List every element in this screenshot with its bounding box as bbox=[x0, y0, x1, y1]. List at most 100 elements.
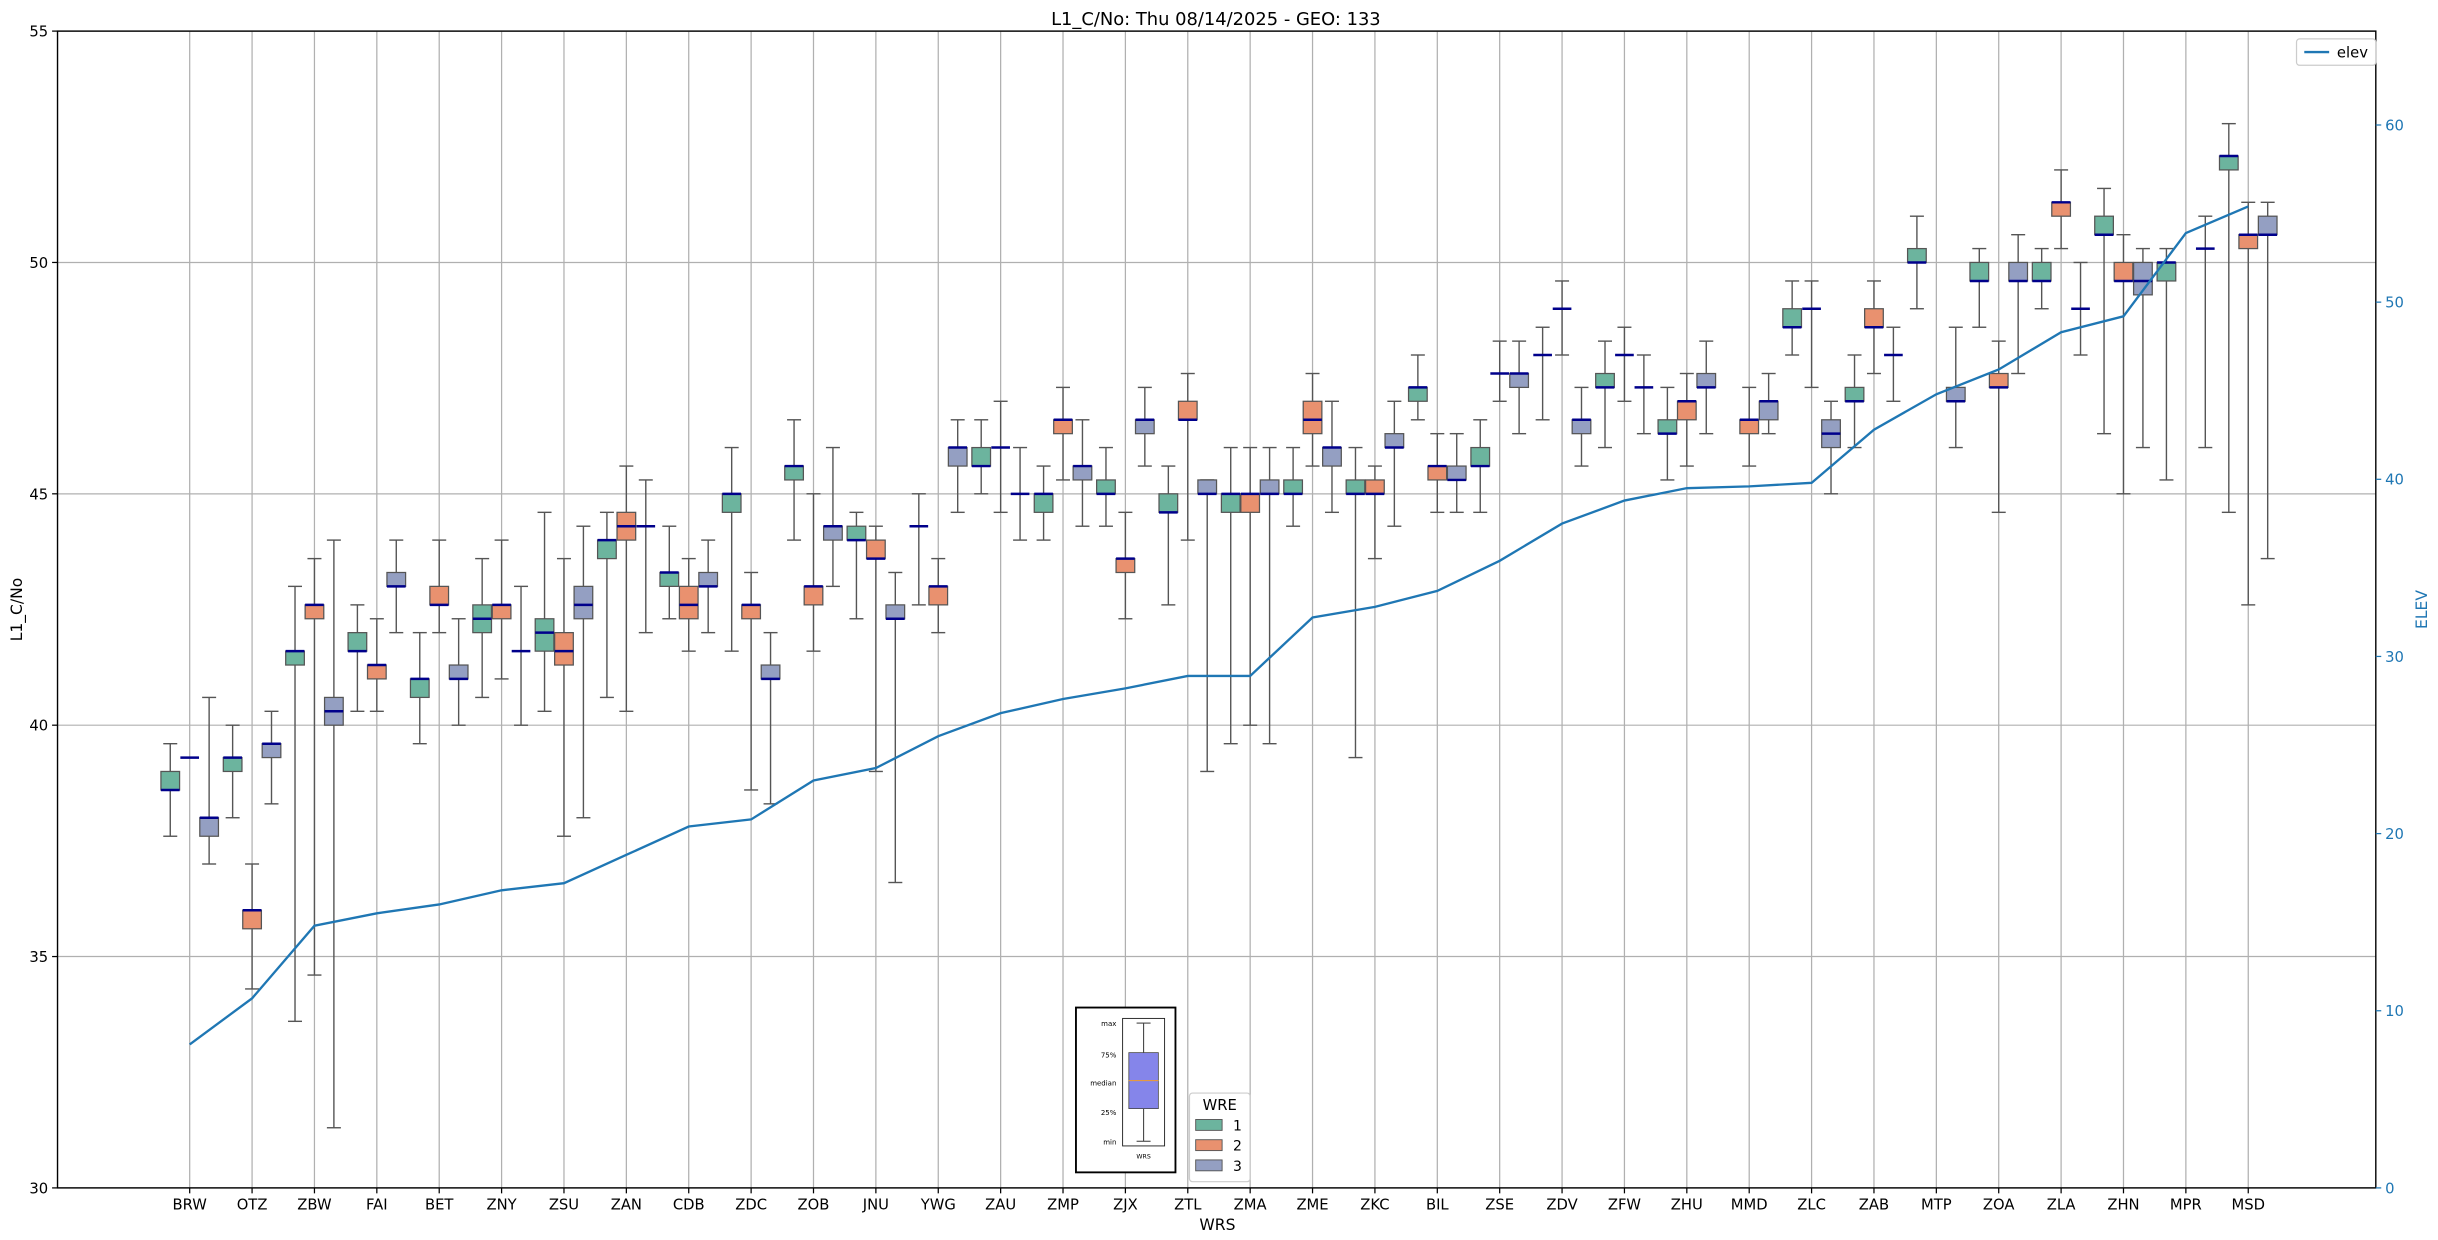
wre-legend-label-3: 3 bbox=[1233, 1159, 1242, 1175]
elev-legend: elev bbox=[2295, 38, 2377, 66]
box-ZOA-wre2 bbox=[1988, 340, 2009, 514]
box-iqr bbox=[659, 571, 680, 587]
wre-legend: WRE 1 2 3 bbox=[1188, 1092, 1251, 1183]
box-iqr bbox=[1072, 465, 1093, 481]
y2-tick-label: 20 bbox=[2385, 826, 2404, 843]
x-tick-label: ZHU bbox=[1671, 1197, 1703, 1214]
box-FAI-wre1 bbox=[347, 604, 368, 713]
box-BRW-wre1 bbox=[160, 742, 181, 837]
box-iqr bbox=[2238, 234, 2259, 250]
x-tick-label: ZDV bbox=[1546, 1197, 1577, 1214]
box-ZOB-wre2 bbox=[803, 493, 824, 652]
boxplot-key-inset: max 75% median 25% min WRS bbox=[1075, 1006, 1177, 1174]
x-tick-label: ZAN bbox=[611, 1197, 642, 1214]
box-BET-wre1 bbox=[409, 631, 430, 745]
x-tick-label: ZLC bbox=[1797, 1197, 1826, 1214]
box-iqr bbox=[1657, 419, 1678, 435]
box-ZDC-wre2 bbox=[741, 571, 762, 791]
box-ZDC-wre1 bbox=[721, 446, 742, 652]
box-iqr bbox=[1197, 479, 1218, 495]
wre-legend-label-1: 1 bbox=[1233, 1118, 1242, 1134]
key-label-q1: 25% bbox=[1101, 1109, 1117, 1117]
box-iqr bbox=[1322, 446, 1342, 467]
x-tick-label: ZLA bbox=[2047, 1197, 2076, 1214]
x-tick-label: MSD bbox=[2232, 1197, 2265, 1214]
box-CDB-wre1 bbox=[659, 525, 680, 620]
elev-series bbox=[188, 205, 2249, 1046]
box-ZSU-wre2 bbox=[554, 557, 574, 837]
x-tick-label: ZDC bbox=[735, 1197, 767, 1214]
plot-frame bbox=[56, 30, 2377, 1189]
box-ZSE-wre1 bbox=[1470, 419, 1491, 514]
box-iqr bbox=[928, 585, 949, 606]
box-iqr bbox=[1158, 493, 1179, 513]
box-MPR-wre3 bbox=[2195, 215, 2215, 449]
box-YWG-wre3 bbox=[947, 419, 968, 514]
box-iqr bbox=[304, 604, 325, 620]
box-MMD-wre2 bbox=[1739, 386, 1760, 467]
box-ZAB-wre3 bbox=[1884, 326, 1903, 402]
y-tick-label: 35 bbox=[29, 949, 48, 966]
box-ZTL-wre2 bbox=[1177, 372, 1198, 541]
box-ZLA-wre3 bbox=[2071, 261, 2090, 356]
x-tick-label: ZSU bbox=[549, 1197, 579, 1214]
box-ZME-wre2 bbox=[1302, 372, 1323, 467]
box-iqr bbox=[1384, 433, 1405, 449]
x-tick-label: MPR bbox=[2170, 1197, 2202, 1214]
box-iqr bbox=[1407, 386, 1428, 402]
box-ZMP-wre2 bbox=[1053, 386, 1073, 481]
box-ZOB-wre1 bbox=[784, 419, 805, 541]
box-iqr bbox=[1676, 400, 1697, 421]
x-tick-label: YWG bbox=[920, 1197, 956, 1214]
box-ZTL-wre1 bbox=[1158, 465, 1179, 606]
wre-legend-swatch-1 bbox=[1195, 1119, 1223, 1131]
box-iqr bbox=[554, 632, 574, 666]
box-FAI-wre2 bbox=[366, 618, 387, 713]
box-BET-wre2 bbox=[429, 539, 450, 634]
y-tick-label: 30 bbox=[29, 1180, 48, 1197]
x-axis-label: WRS bbox=[1199, 1216, 1235, 1234]
box-iqr bbox=[2094, 215, 2115, 236]
x-tick-label: ZAB bbox=[1859, 1197, 1889, 1214]
key-label-median: median bbox=[1090, 1079, 1116, 1087]
x-tick-label: ZAU bbox=[985, 1197, 1016, 1214]
y-axis-label: L1_C/No bbox=[8, 578, 27, 642]
box-ZNY-wre2 bbox=[491, 539, 512, 680]
box-ZMP-wre3 bbox=[1072, 419, 1093, 527]
box-CDB-wre3 bbox=[698, 539, 719, 634]
box-ZKC-wre1 bbox=[1345, 446, 1366, 759]
box-iqr bbox=[596, 539, 617, 560]
box-ZME-wre1 bbox=[1283, 446, 1304, 527]
elev-line bbox=[188, 205, 2249, 1046]
box-iqr bbox=[242, 909, 263, 930]
box-ZDV-wre2 bbox=[1552, 280, 1572, 356]
x-tick-label: ZSE bbox=[1485, 1197, 1514, 1214]
box-iqr bbox=[1096, 479, 1116, 495]
box-iqr bbox=[1053, 419, 1073, 435]
box-iqr bbox=[1988, 372, 2009, 389]
grid bbox=[57, 30, 2376, 1189]
box-iqr bbox=[1844, 386, 1865, 402]
box-iqr bbox=[1739, 419, 1760, 435]
box-ZHU-wre2 bbox=[1676, 372, 1697, 467]
box-ZKC-wre3 bbox=[1384, 400, 1405, 527]
box-ZFW-wre2 bbox=[1615, 326, 1634, 402]
box-MPR-wre1 bbox=[2156, 247, 2177, 481]
box-iqr bbox=[803, 585, 824, 606]
x-tick-label: ZBW bbox=[297, 1197, 332, 1214]
y2-tick-label: 50 bbox=[2385, 295, 2404, 312]
wre-legend-title: WRE bbox=[1203, 1097, 1237, 1114]
box-MMD-wre3 bbox=[1758, 372, 1779, 435]
y2-tick-label: 60 bbox=[2385, 117, 2404, 134]
box-ZSU-wre3 bbox=[573, 525, 594, 819]
box-iqr bbox=[971, 446, 992, 467]
x-tick-label: BIL bbox=[1426, 1197, 1449, 1214]
box-ZOB-wre3 bbox=[822, 446, 843, 588]
box-iqr bbox=[491, 604, 512, 620]
box-iqr bbox=[698, 571, 719, 587]
key-xlabel: WRS bbox=[1136, 1153, 1150, 1160]
y2-tick-label: 0 bbox=[2385, 1180, 2394, 1197]
box-MSD-wre3 bbox=[2257, 201, 2278, 560]
wre-legend-swatch-2 bbox=[1195, 1139, 1223, 1152]
box-ZSE-wre2 bbox=[1490, 340, 1510, 402]
